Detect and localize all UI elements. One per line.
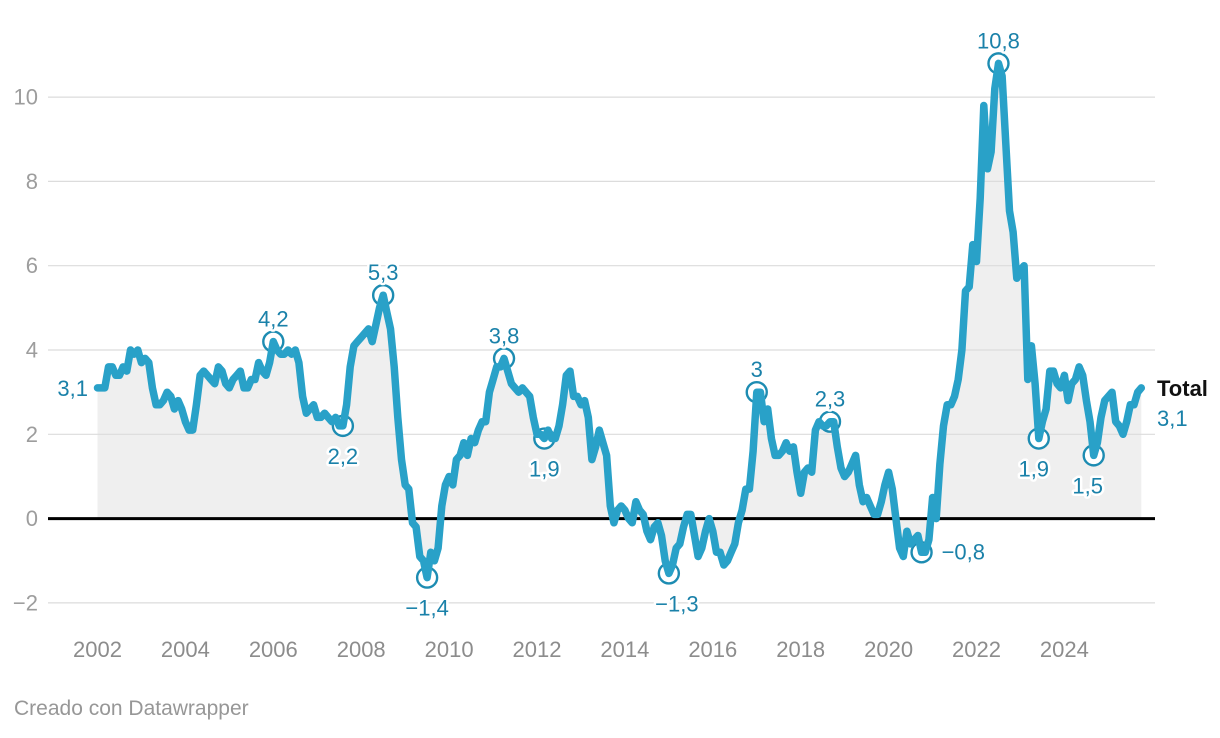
x-tick-label: 2004 [161, 637, 210, 662]
annotation-label: 10,8 [977, 28, 1020, 53]
y-tick-label: 0 [26, 506, 38, 531]
y-tick-label: 2 [26, 422, 38, 447]
y-tick-label: 10 [14, 85, 38, 110]
annotation-label: 3,8 [489, 323, 520, 348]
x-tick-label: 2010 [425, 637, 474, 662]
total-value-label: 3,1 [1157, 406, 1188, 431]
annotation-label: 1,9 [529, 457, 560, 482]
x-tick-label: 2018 [776, 637, 825, 662]
area-fill [97, 63, 1142, 578]
annotation-label: 1,9 [1018, 457, 1049, 482]
x-tick-label: 2002 [73, 637, 122, 662]
x-tick-label: 2012 [513, 637, 562, 662]
annotation-label: 5,3 [368, 260, 399, 285]
x-tick-label: 2008 [337, 637, 386, 662]
annotation-label: −1,3 [655, 591, 698, 616]
x-tick-label: 2024 [1040, 637, 1089, 662]
annotation-label: −1,4 [405, 596, 448, 621]
datawrapper-credit-link[interactable]: Creado con Datawrapper [14, 697, 249, 720]
annotation-label: −0,8 [942, 539, 985, 564]
y-tick-label: 8 [26, 169, 38, 194]
y-tick-label: 6 [26, 253, 38, 278]
annotation-label: 2,3 [815, 387, 846, 412]
series-line [93, 59, 1146, 582]
x-tick-label: 2022 [952, 637, 1001, 662]
total-series-label: Total [1157, 376, 1208, 401]
annotation-label: 1,5 [1072, 473, 1103, 498]
x-tick-label: 2014 [600, 637, 649, 662]
y-tick-label: −2 [13, 590, 38, 615]
annotation-label: 4,2 [258, 307, 289, 332]
y-tick-label: 4 [26, 338, 38, 363]
inflation-chart-svg: 10 8 6 4 2 0 −2 2002 2004 2006 2008 2010 2012 2014 201… [12, 28, 1208, 662]
start-value-label: 3,1 [57, 376, 88, 401]
annotation-label: 3 [751, 357, 763, 382]
x-tick-label: 2016 [688, 637, 737, 662]
x-tick-label: 2020 [864, 637, 913, 662]
x-tick-label: 2006 [249, 637, 298, 662]
annotation-label: 2,2 [328, 444, 359, 469]
